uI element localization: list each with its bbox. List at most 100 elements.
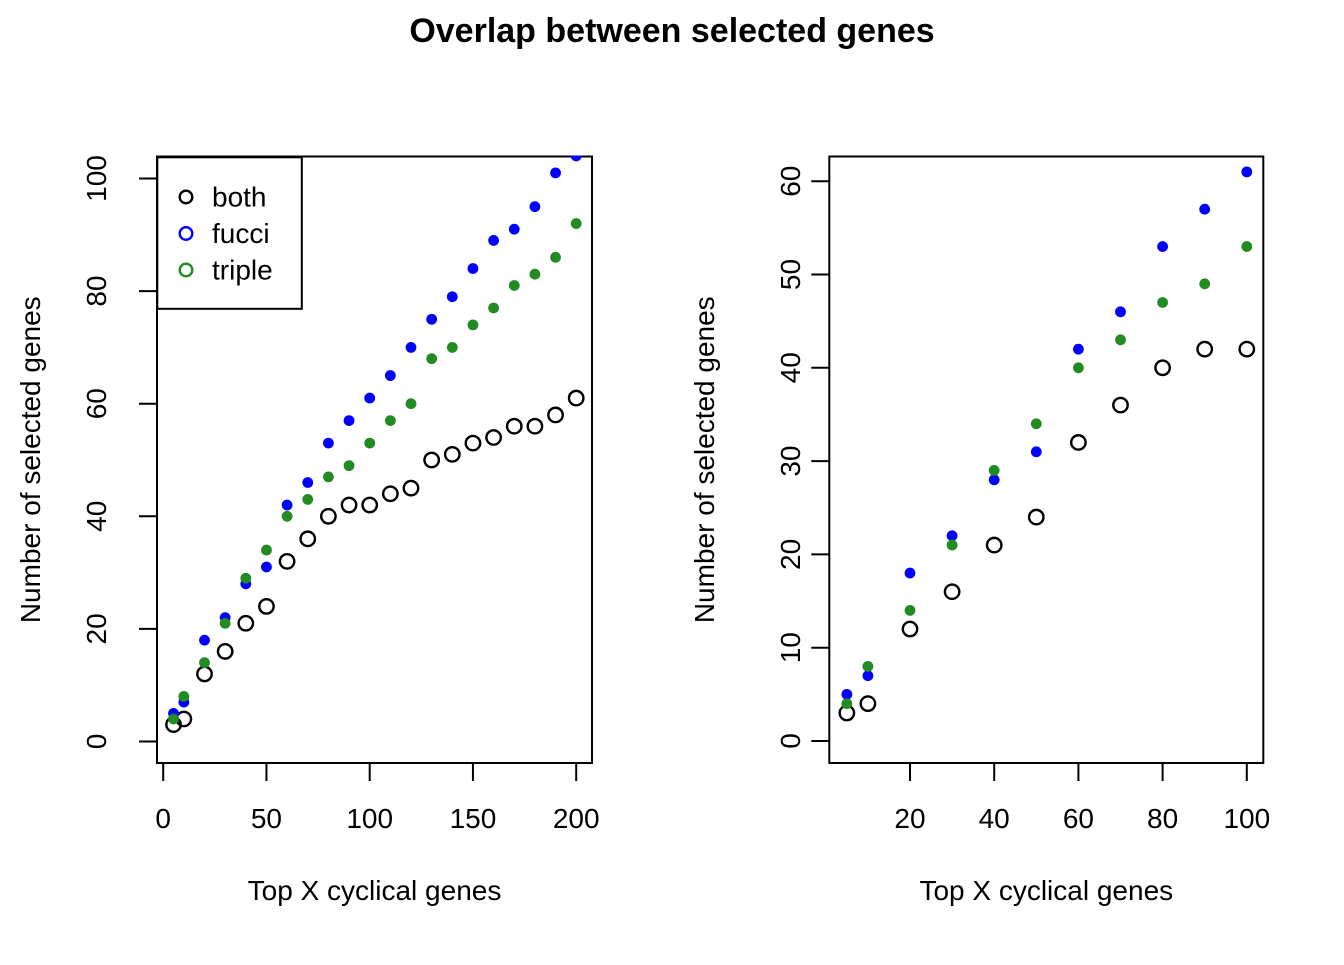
x-tick-label: 50 [251, 803, 282, 834]
x-tick-label: 80 [1147, 803, 1178, 834]
x-tick-label: 20 [894, 803, 925, 834]
point-fucci [302, 477, 314, 488]
point-both [1196, 340, 1214, 358]
x-tick-label: 150 [450, 803, 497, 834]
y-tick-label: 60 [775, 166, 806, 197]
point-both [278, 552, 296, 570]
point-fucci [862, 670, 874, 682]
point-fucci [1073, 343, 1084, 355]
point-triple [946, 539, 958, 551]
point-fucci [343, 415, 355, 426]
point-triple [570, 218, 582, 229]
point-both [485, 429, 502, 446]
x-tick-label: 200 [553, 803, 600, 834]
point-both [1027, 508, 1045, 526]
point-triple [405, 398, 417, 410]
point-both [196, 665, 213, 683]
point-fucci [281, 499, 293, 511]
point-triple [364, 437, 376, 449]
point-both [526, 417, 544, 435]
point-triple [1199, 278, 1211, 290]
point-both [1070, 434, 1087, 451]
point-fucci [1199, 203, 1211, 215]
y-tick-label: 80 [81, 276, 112, 307]
x-tick-label: 60 [1063, 803, 1094, 834]
y-axis-title: Number of selected genes [689, 296, 720, 623]
point-triple [467, 319, 479, 331]
point-triple [550, 251, 561, 263]
point-both [505, 417, 523, 435]
point-triple [384, 415, 396, 426]
point-triple [446, 342, 458, 353]
point-both [216, 643, 234, 660]
point-triple [508, 280, 520, 291]
y-axis-title: Number of selected genes [15, 296, 46, 623]
point-triple [529, 268, 541, 280]
point-triple [261, 544, 272, 556]
point-both [381, 485, 399, 503]
point-fucci [405, 342, 417, 353]
point-both [361, 496, 379, 514]
point-triple [168, 713, 179, 725]
point-fucci [446, 291, 458, 303]
y-tick-label: 50 [775, 259, 806, 290]
plot-box-left [156, 155, 593, 764]
point-triple [426, 353, 438, 365]
legend-label-triple: triple [212, 255, 273, 286]
plot-box-right [828, 155, 1265, 764]
point-fucci [488, 235, 499, 246]
series-fucci [841, 166, 1253, 700]
point-fucci [529, 201, 541, 213]
legend-label-both: both [212, 182, 267, 213]
series-both [838, 340, 1256, 722]
point-triple [199, 657, 210, 669]
point-triple [488, 302, 499, 314]
points-group [838, 166, 1256, 722]
x-axis-title: Top X cyclical genes [248, 875, 502, 906]
point-triple [219, 617, 231, 629]
point-fucci [1030, 446, 1042, 458]
point-triple [1157, 297, 1168, 308]
legend-swatch-both [178, 189, 194, 205]
y-tick-label: 40 [81, 501, 112, 532]
point-fucci [323, 437, 334, 449]
x-tick-label: 0 [155, 803, 171, 834]
legend: both fucci triple [156, 156, 303, 310]
series-triple [168, 218, 582, 725]
point-triple [323, 471, 334, 483]
point-fucci [508, 223, 520, 235]
y-tick-label: 30 [775, 446, 806, 477]
point-fucci [384, 370, 396, 381]
point-both [1154, 359, 1172, 377]
y-tick-label: 40 [775, 352, 806, 383]
point-fucci [426, 313, 438, 325]
panel-right: 20 40 60 80 100 0 10 20 30 40 50 60 Top X cyclical g… [689, 155, 1270, 906]
point-fucci [904, 567, 916, 579]
series-triple [841, 241, 1253, 710]
point-triple [240, 572, 252, 584]
point-fucci [570, 155, 582, 162]
legend-swatch-fucci [178, 225, 194, 241]
point-triple [862, 660, 874, 672]
point-fucci [946, 530, 958, 542]
y-tick-label: 20 [775, 539, 806, 570]
point-both [985, 536, 1003, 554]
point-triple [841, 698, 853, 710]
y-tick-label: 20 [81, 613, 112, 644]
point-both [901, 620, 919, 638]
point-both [1238, 340, 1256, 358]
point-triple [904, 604, 916, 616]
point-triple [1030, 418, 1042, 430]
legend-label-fucci: fucci [212, 218, 270, 249]
point-fucci [988, 474, 1000, 486]
point-fucci [199, 634, 210, 646]
point-fucci [1115, 306, 1126, 318]
y-tick-label: 0 [775, 733, 806, 749]
point-both [547, 406, 564, 424]
point-triple [343, 460, 355, 472]
point-fucci [467, 263, 479, 274]
point-both [319, 507, 337, 525]
point-both [443, 445, 461, 463]
